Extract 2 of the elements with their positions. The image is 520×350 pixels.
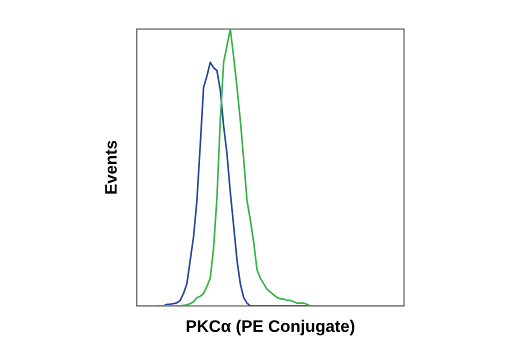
y-axis-title: Events — [105, 140, 117, 194]
x-axis-title: PKCα (PE Conjugate) — [186, 320, 354, 336]
